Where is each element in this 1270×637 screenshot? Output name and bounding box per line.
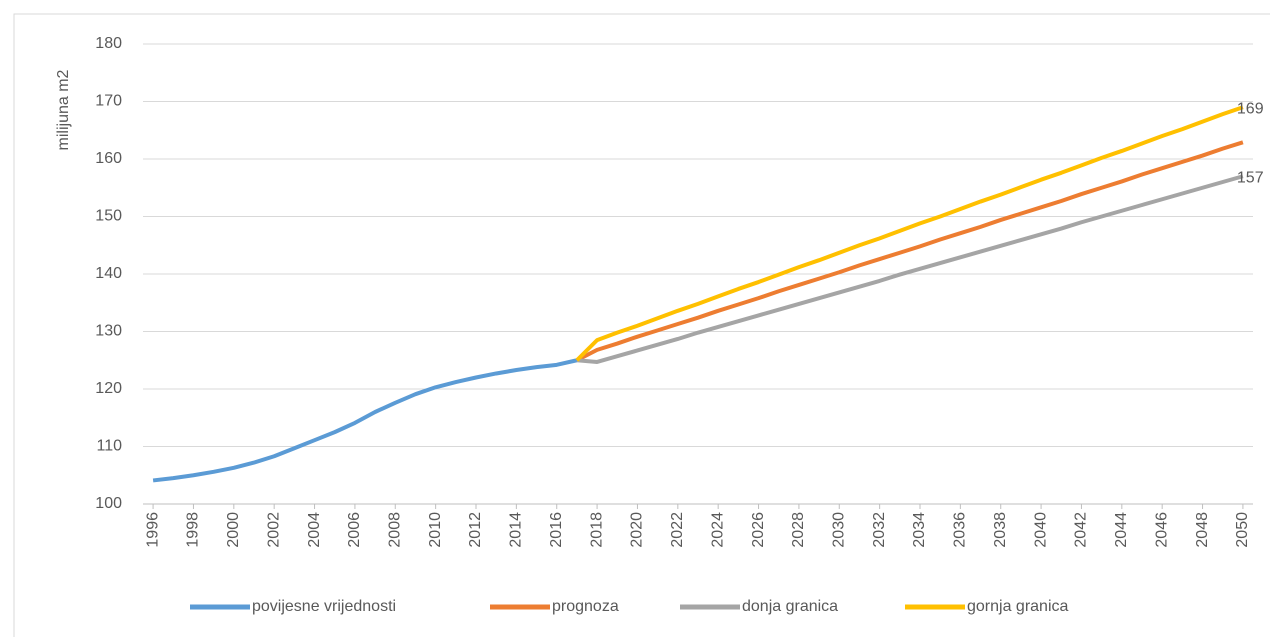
series-line (152, 358, 578, 483)
legend-label: prognoza (552, 598, 619, 615)
x-tick-label: 2038 (992, 512, 1009, 548)
legend-label: donja granica (742, 598, 838, 615)
x-tick-label: 2030 (830, 512, 847, 548)
y-tick-label: 180 (95, 35, 122, 52)
data-label: 169 (1237, 100, 1264, 117)
x-tick-label: 2032 (871, 512, 888, 548)
legend-label: gornja granica (967, 598, 1069, 615)
x-tick-label: 2026 (750, 512, 767, 548)
x-tick-label: 2050 (1234, 512, 1251, 548)
x-tick-label: 2020 (629, 512, 646, 548)
x-tick-label: 2008 (386, 512, 403, 548)
x-tick-label: 2044 (1113, 512, 1130, 548)
series-line (575, 140, 1244, 363)
data-label: 157 (1237, 169, 1264, 186)
x-tick-label: 2036 (952, 512, 969, 548)
y-tick-label: 110 (96, 438, 122, 455)
x-tick-label: 2048 (1194, 512, 1211, 548)
x-tick-label: 2014 (508, 512, 525, 548)
y-tick-label: 100 (95, 495, 122, 512)
series-line (576, 174, 1244, 364)
x-tick-label: 2006 (346, 512, 363, 548)
x-tick-label: 2000 (225, 512, 242, 548)
y-tick-label: 150 (95, 208, 122, 225)
y-tick-label: 130 (95, 323, 122, 340)
y-tick-label: 120 (95, 380, 122, 397)
x-tick-label: 1998 (185, 512, 202, 548)
y-tick-label: 160 (95, 150, 122, 167)
x-tick-label: 2002 (265, 512, 282, 548)
x-tick-label: 2024 (709, 512, 726, 548)
series-line (575, 105, 1244, 362)
x-tick-label: 2018 (588, 512, 605, 548)
x-tick-label: 1996 (144, 512, 161, 548)
y-tick-label: 170 (95, 93, 122, 110)
x-tick-label: 2042 (1073, 512, 1090, 548)
x-tick-label: 2016 (548, 512, 565, 548)
x-tick-label: 2010 (427, 512, 444, 548)
x-tick-label: 2040 (1032, 512, 1049, 548)
y-tick-label: 140 (95, 265, 122, 282)
x-tick-label: 2046 (1153, 512, 1170, 548)
x-tick-label: 2004 (306, 512, 323, 548)
x-tick-label: 2012 (467, 512, 484, 548)
x-tick-label: 2034 (911, 512, 928, 548)
x-tick-label: 2022 (669, 512, 686, 548)
y-axis-title: milijuna m2 (55, 69, 72, 150)
legend-label: povijesne vrijednosti (252, 598, 396, 615)
x-tick-label: 2028 (790, 512, 807, 548)
